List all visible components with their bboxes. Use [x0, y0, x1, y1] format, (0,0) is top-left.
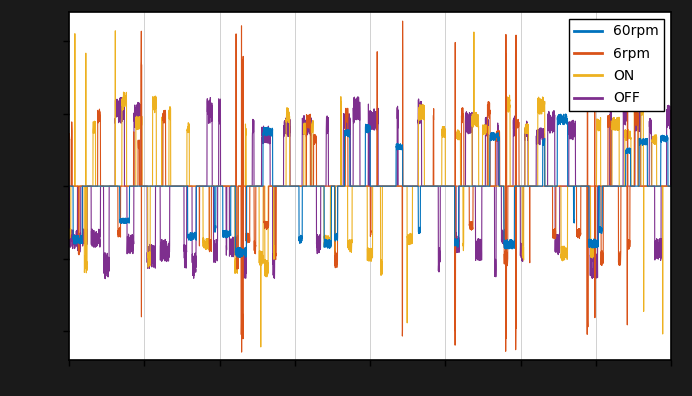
OFF [667, 184, 675, 188]
OFF [174, 184, 183, 188]
6rpm [174, 184, 183, 188]
OFF [354, 94, 362, 99]
60rpm [174, 184, 183, 188]
ON [174, 184, 183, 188]
Legend: 60rpm, 6rpm, ON, OFF: 60rpm, 6rpm, ON, OFF [569, 19, 664, 111]
6rpm [560, 184, 568, 188]
6rpm [237, 350, 246, 354]
60rpm [295, 234, 304, 239]
OFF [560, 184, 568, 188]
60rpm [426, 184, 435, 188]
OFF [65, 184, 73, 188]
ON [514, 184, 522, 188]
Line: 60rpm: 60rpm [69, 114, 671, 257]
6rpm [457, 184, 465, 188]
Line: 6rpm: 6rpm [69, 21, 671, 352]
60rpm [667, 184, 675, 188]
OFF [457, 184, 465, 188]
60rpm [65, 184, 73, 188]
ON [560, 245, 568, 250]
ON [295, 184, 304, 188]
ON [457, 184, 465, 188]
Line: OFF: OFF [69, 97, 671, 279]
60rpm [561, 112, 570, 116]
6rpm [65, 135, 73, 140]
ON [65, 232, 73, 236]
6rpm [295, 184, 304, 188]
ON [111, 29, 120, 33]
6rpm [399, 19, 407, 23]
60rpm [457, 184, 465, 188]
ON [667, 184, 675, 188]
ON [426, 184, 435, 188]
OFF [426, 184, 435, 188]
6rpm [514, 124, 522, 129]
ON [257, 345, 265, 349]
6rpm [426, 184, 435, 188]
Line: ON: ON [69, 31, 671, 347]
60rpm [236, 255, 244, 260]
60rpm [514, 184, 522, 188]
OFF [514, 184, 522, 188]
OFF [295, 184, 304, 188]
OFF [101, 276, 109, 281]
60rpm [560, 116, 568, 120]
6rpm [667, 184, 675, 188]
